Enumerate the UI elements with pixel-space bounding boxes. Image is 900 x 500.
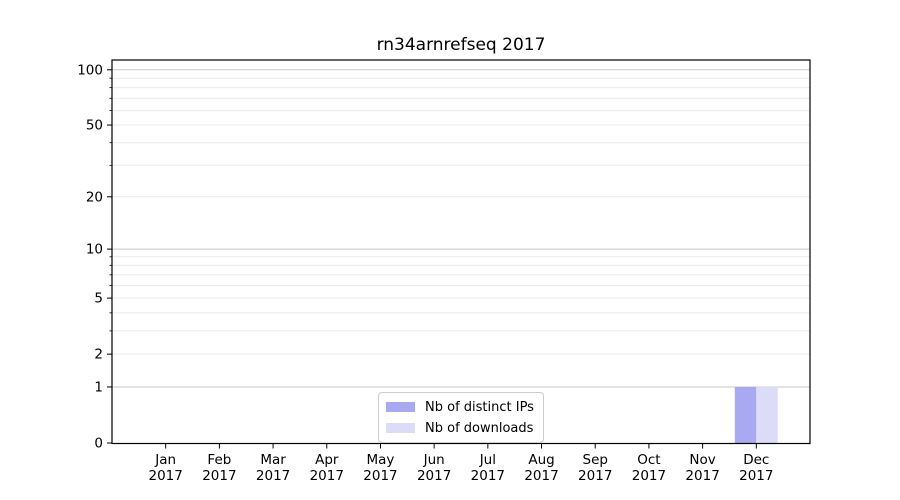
x-tick-label: Oct 2017 (632, 452, 666, 484)
x-tick-label: Mar 2017 (256, 452, 290, 484)
bar-distinct-ips-dec (734, 386, 757, 444)
x-tick-label: Aug 2017 (524, 452, 558, 484)
axes-frame (111, 59, 811, 445)
legend-label-distinct-ips: Nb of distinct IPs (425, 399, 534, 415)
x-tick-label: Nov 2017 (685, 452, 719, 484)
x-tick-label: Sep 2017 (578, 452, 612, 484)
x-tick-label: May 2017 (363, 452, 397, 484)
y-tick-label: 5 (94, 291, 103, 307)
y-tick-label: 2 (94, 347, 103, 363)
y-tick-label: 100 (77, 62, 103, 78)
x-tick-label: Feb 2017 (202, 452, 236, 484)
x-tick-label: Dec 2017 (739, 452, 773, 484)
x-tick-label: Apr 2017 (310, 452, 344, 484)
x-tick-label: Jan 2017 (149, 452, 183, 484)
legend-swatch-distinct-ips (386, 402, 415, 412)
x-tick-label: Jun 2017 (417, 452, 451, 484)
bar-downloads-dec (756, 386, 778, 444)
legend-item-downloads: Nb of downloads (386, 419, 534, 437)
legend-item-distinct-ips: Nb of distinct IPs (386, 398, 534, 416)
y-tick-label: 20 (86, 189, 103, 205)
legend-label-downloads: Nb of downloads (425, 420, 534, 436)
y-tick-label: 1 (94, 379, 103, 395)
legend: Nb of distinct IPs Nb of downloads (378, 392, 544, 443)
y-tick-label: 50 (86, 118, 103, 134)
y-tick-label: 0 (94, 436, 103, 452)
y-tick-label: 10 (86, 242, 103, 258)
x-tick-label: Jul 2017 (471, 452, 505, 484)
legend-swatch-downloads (386, 423, 415, 433)
chart-title: rn34arnrefseq 2017 (376, 35, 546, 55)
